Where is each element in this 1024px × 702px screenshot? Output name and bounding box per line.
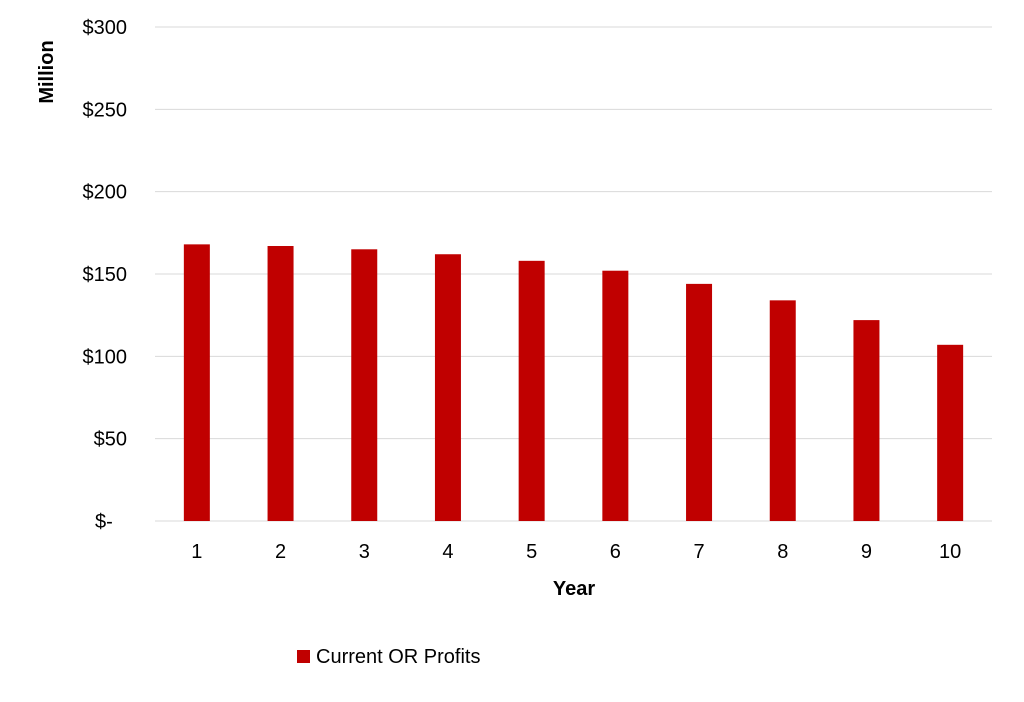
y-tick-label: $200: [83, 182, 128, 204]
bars: [183, 244, 964, 522]
y-tick-label: $250: [83, 99, 128, 121]
bar: [351, 249, 378, 522]
y-tick-label: $150: [83, 264, 128, 286]
x-tick-label: 9: [861, 541, 872, 563]
bar: [937, 344, 964, 521]
legend-swatch: [297, 650, 310, 663]
x-tick-label: 10: [939, 541, 961, 563]
y-tick-label: $100: [83, 346, 128, 368]
x-tick-label: 2: [275, 541, 286, 563]
x-tick-label: 6: [610, 541, 621, 563]
x-tick-label: 8: [777, 541, 788, 563]
bar: [183, 244, 210, 522]
x-tick-label: 1: [191, 541, 202, 563]
gridlines: [155, 26, 992, 522]
bar: [267, 246, 294, 522]
x-tick-label: 3: [359, 541, 370, 563]
bar: [602, 270, 629, 521]
x-tick-label: 5: [526, 541, 537, 563]
legend: Current OR Profits: [297, 646, 480, 668]
bar: [686, 283, 713, 521]
x-tick-label: 7: [693, 541, 704, 563]
y-tick-label: $50: [94, 429, 127, 451]
x-axis-title: Year: [553, 578, 595, 600]
y-axis-title: Million: [36, 40, 58, 103]
legend-label: Current OR Profits: [316, 646, 480, 668]
bar: [769, 300, 796, 521]
y-tick-label: $-: [95, 511, 113, 533]
x-tick-label: 4: [442, 541, 453, 563]
bar: [518, 260, 545, 521]
x-axis-ticks: 1 2 3 4 5 6 7 8 9 10: [191, 541, 961, 563]
y-axis-ticks: $- $50 $100 $150 $200 $250 $300: [83, 17, 128, 533]
bar: [434, 254, 461, 522]
y-tick-label: $300: [83, 17, 128, 39]
bar: [853, 320, 880, 521]
